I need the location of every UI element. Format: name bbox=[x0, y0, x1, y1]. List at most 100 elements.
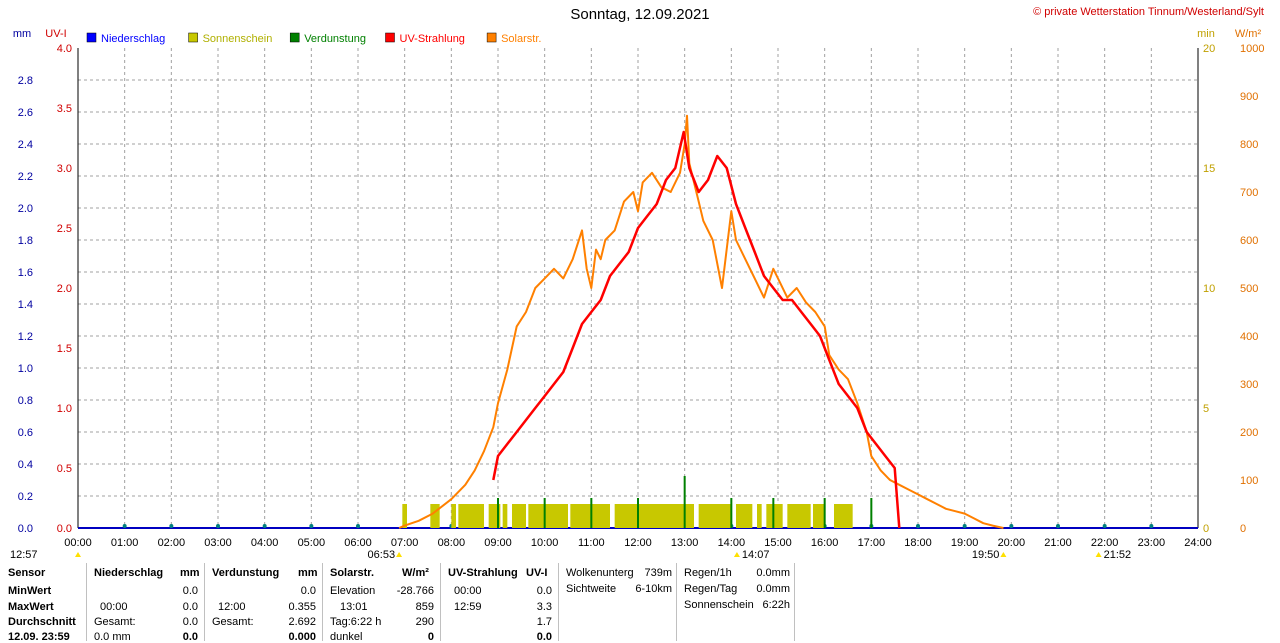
wolken-row-2-label: Sichtweite bbox=[566, 583, 617, 595]
wm2-tick-2: 200 bbox=[1240, 427, 1258, 439]
uv-tick-8: 4.0 bbox=[57, 43, 72, 55]
x-tick-14: 14:00 bbox=[718, 537, 746, 549]
sensor-row-time: 12.09. 23:59 bbox=[8, 631, 70, 643]
x-tick-23: 23:00 bbox=[1138, 537, 1166, 549]
chart-grid bbox=[78, 48, 1198, 528]
x-tick-3: 03:00 bbox=[204, 537, 232, 549]
wm2-tick-9: 900 bbox=[1240, 91, 1258, 103]
wolken-column: Wolkenunterg 739m Sichtweite 6-10km bbox=[558, 563, 677, 641]
axis-label-mm: mm bbox=[13, 28, 31, 40]
niederschlag-column: Niederschlag mm 00:00 Gesamt: 0.0 mm 0.0… bbox=[86, 563, 205, 643]
verdunstung-min-value: 0.0 bbox=[300, 585, 316, 597]
uv-max-value: 3.3 bbox=[536, 601, 552, 613]
sunshine-bar-10 bbox=[698, 504, 732, 528]
niederschlag-row-max-label: 00:00 bbox=[100, 601, 128, 613]
chart-legend: Niederschlag Sonnenschein Verdunstung UV-St… bbox=[86, 32, 541, 45]
mm-tick-5: 1.0 bbox=[18, 363, 33, 375]
mm-tick-9: 1.8 bbox=[18, 235, 33, 247]
x-tick-10: 10:00 bbox=[531, 537, 559, 549]
uv-avg-value: 1.7 bbox=[536, 616, 552, 628]
x-tick-20: 20:00 bbox=[998, 537, 1026, 549]
wolken-row-1-value: 739m bbox=[644, 567, 672, 579]
wm2-tick-10: 1000 bbox=[1240, 43, 1264, 55]
wm2-tick-0: 0 bbox=[1240, 523, 1246, 535]
x-tick-22: 22:00 bbox=[1091, 537, 1119, 549]
x-tick-6: 06:00 bbox=[344, 537, 372, 549]
baseline-dot-18 bbox=[916, 524, 920, 528]
time-marker-icon-3 bbox=[1000, 552, 1007, 557]
time-marker-label-0: 12:57 bbox=[10, 549, 38, 561]
sunshine-bar-11 bbox=[736, 504, 753, 528]
regen-row-1-value: 0.0mm bbox=[756, 567, 790, 579]
x-tick-8: 08:00 bbox=[438, 537, 466, 549]
x-tick-16: 16:00 bbox=[811, 537, 839, 549]
solar-avg-value: 290 bbox=[415, 616, 434, 628]
regen-column: Regen/1h 0.0mm Regen/Tag 0.0mm Sonnensch… bbox=[676, 563, 795, 641]
series-line-0 bbox=[398, 114, 1004, 529]
uv-row-max-label: 12:59 bbox=[454, 601, 482, 613]
time-marker-label-2: 14:07 bbox=[742, 549, 770, 561]
sunshine-bar-0 bbox=[402, 504, 407, 528]
sunshine-bar-3 bbox=[458, 504, 484, 528]
sensor-column: Sensor MinWert MaxWert Durchschnitt 12.0… bbox=[0, 563, 87, 643]
sunshine-bar-14 bbox=[787, 504, 811, 528]
uv-tick-0: 0.0 bbox=[57, 523, 72, 535]
wm2-tick-5: 500 bbox=[1240, 283, 1258, 295]
x-tick-9: 09:00 bbox=[484, 537, 512, 549]
mm-tick-7: 1.4 bbox=[18, 299, 33, 311]
time-marker-icon-1 bbox=[396, 552, 403, 557]
baseline-dot-21 bbox=[1056, 524, 1060, 528]
legend-label-4: Solarstr. bbox=[501, 33, 541, 45]
legend-label-2: Verdunstung bbox=[304, 33, 366, 45]
uv-row-min-label: 00:00 bbox=[454, 585, 482, 597]
niederschlag-avg-value: 0.0 bbox=[182, 616, 198, 628]
uv-column: UV-Strahlung UV-I 00:00 12:59 0.0 3.3 1.… bbox=[440, 563, 559, 643]
x-tick-5: 05:00 bbox=[298, 537, 326, 549]
baseline-dot-6 bbox=[356, 524, 360, 528]
niederschlag-min-value: 0.0 bbox=[182, 585, 198, 597]
weather-chart: Niederschlag Sonnenschein Verdunstung UV-St… bbox=[10, 28, 1265, 561]
x-tick-11: 11:00 bbox=[578, 537, 605, 549]
wolken-row-2-value: 6-10km bbox=[635, 583, 672, 595]
baseline-dot-22 bbox=[1102, 524, 1107, 528]
uv-tick-3: 1.5 bbox=[57, 343, 72, 355]
uv-unit: UV-I bbox=[526, 567, 548, 579]
chart-axes: 00:00 01:00 02:00 03:00 04:00 05:00 06:00 07:00… bbox=[18, 43, 1265, 549]
mm-tick-10: 2.0 bbox=[18, 203, 33, 215]
verdunstung-max-value: 0.355 bbox=[288, 601, 316, 613]
min-tick-0: 0 bbox=[1203, 523, 1209, 535]
solar-row-min-label: Elevation bbox=[330, 585, 376, 597]
wm2-tick-7: 700 bbox=[1240, 187, 1258, 199]
sunshine-bar-15 bbox=[813, 504, 825, 528]
niederschlag-row-time-label: 0.0 mm bbox=[94, 631, 131, 643]
sunshine-bar-7 bbox=[528, 504, 568, 528]
baseline-dot-19 bbox=[962, 524, 967, 528]
x-tick-13: 13:00 bbox=[671, 537, 699, 549]
legend-label-3: UV-Strahlung bbox=[400, 33, 465, 45]
regen-row-2-value: 0.0mm bbox=[756, 583, 790, 595]
wm2-tick-8: 800 bbox=[1240, 139, 1258, 151]
mm-tick-12: 2.4 bbox=[18, 139, 33, 151]
wm2-tick-1: 100 bbox=[1240, 475, 1258, 487]
legend-swatch-2 bbox=[289, 32, 300, 43]
solar-row-time-label: dunkel bbox=[330, 631, 363, 643]
sunshine-bar-2 bbox=[451, 504, 456, 528]
verdunstung-avg-value: 2.692 bbox=[288, 616, 316, 628]
regen-row-1-label: Regen/1h bbox=[684, 567, 732, 579]
baseline-dot-20 bbox=[1009, 524, 1014, 528]
sensor-header: Sensor bbox=[8, 567, 46, 579]
sunshine-bar-5 bbox=[502, 504, 508, 528]
baseline-dot-5 bbox=[309, 524, 314, 528]
regen-row-3-value: 6:22h bbox=[762, 599, 790, 611]
solar-unit: W/m² bbox=[402, 567, 429, 579]
legend-label-1: Sonnenschein bbox=[203, 33, 273, 45]
axis-label-min: min bbox=[1197, 28, 1215, 40]
uv-header: UV-Strahlung bbox=[448, 567, 518, 579]
solar-header: Solarstr. bbox=[330, 567, 375, 579]
wolken-row-1-label: Wolkenunterg bbox=[566, 567, 634, 579]
solar-last-value: 0 bbox=[427, 631, 434, 643]
sunshine-bar-12 bbox=[757, 504, 762, 528]
baseline-dot-1 bbox=[122, 524, 127, 528]
x-tick-19: 19:00 bbox=[951, 537, 979, 549]
sunshine-bar-9 bbox=[614, 504, 694, 528]
